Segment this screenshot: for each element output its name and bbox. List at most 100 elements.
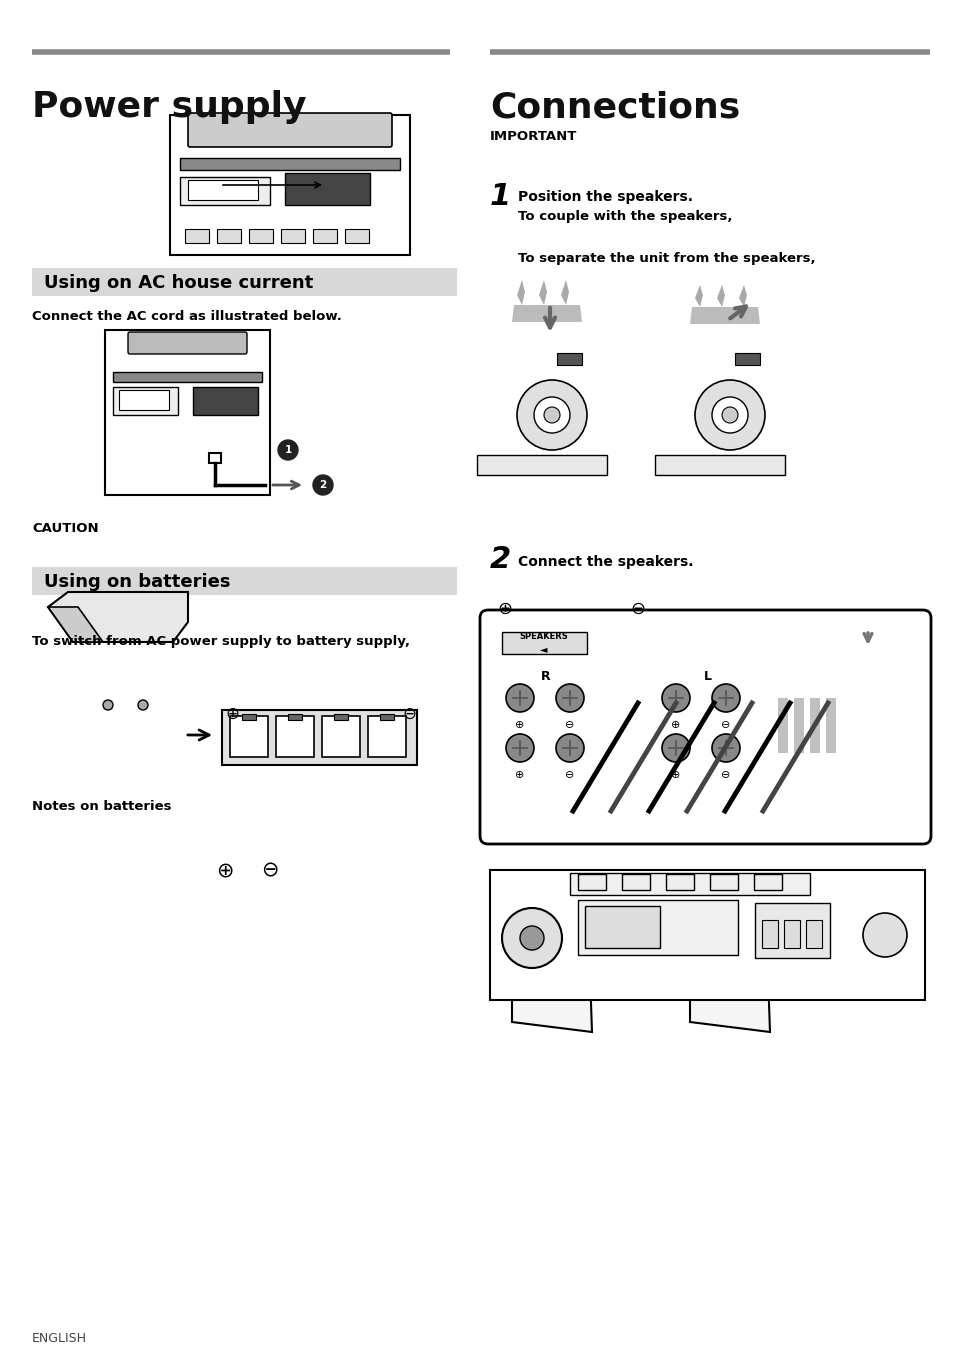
- Bar: [313, 228, 336, 243]
- Bar: [112, 372, 262, 383]
- Bar: [334, 714, 348, 721]
- Text: Connections: Connections: [490, 91, 740, 124]
- Bar: [170, 115, 410, 256]
- Text: ⊕: ⊕: [515, 721, 524, 730]
- Bar: [734, 353, 760, 365]
- Circle shape: [862, 913, 906, 957]
- Text: Power supply: Power supply: [32, 91, 306, 124]
- Bar: [275, 717, 314, 757]
- Bar: [368, 717, 406, 757]
- Bar: [188, 180, 257, 200]
- Bar: [119, 389, 169, 410]
- Bar: [778, 698, 787, 753]
- Text: ⊖: ⊖: [630, 600, 645, 618]
- Bar: [249, 228, 273, 243]
- Bar: [761, 919, 778, 948]
- Bar: [281, 228, 305, 243]
- Text: ⊖: ⊖: [261, 860, 278, 880]
- Text: 2: 2: [319, 480, 326, 489]
- Circle shape: [661, 684, 689, 713]
- Polygon shape: [739, 285, 746, 307]
- Circle shape: [556, 734, 583, 763]
- Circle shape: [711, 734, 740, 763]
- Bar: [753, 873, 781, 890]
- Polygon shape: [689, 307, 760, 324]
- Bar: [501, 631, 586, 654]
- Circle shape: [517, 380, 586, 450]
- Text: IMPORTANT: IMPORTANT: [490, 130, 577, 143]
- Circle shape: [501, 909, 561, 968]
- Bar: [665, 873, 693, 890]
- Bar: [809, 698, 820, 753]
- Circle shape: [505, 734, 534, 763]
- Text: Position the speakers.: Position the speakers.: [517, 191, 692, 204]
- Bar: [655, 456, 784, 475]
- Circle shape: [711, 397, 747, 433]
- Bar: [578, 873, 605, 890]
- Bar: [288, 714, 302, 721]
- Bar: [490, 869, 924, 1000]
- Circle shape: [103, 700, 112, 710]
- Text: ⊖: ⊖: [720, 721, 730, 730]
- Circle shape: [519, 926, 543, 950]
- Polygon shape: [512, 306, 581, 322]
- Polygon shape: [48, 592, 188, 642]
- Text: Connect the AC cord as illustrated below.: Connect the AC cord as illustrated below…: [32, 310, 341, 323]
- Text: ⊖: ⊖: [720, 771, 730, 780]
- Circle shape: [556, 684, 583, 713]
- Polygon shape: [560, 280, 568, 306]
- Text: Notes on batteries: Notes on batteries: [32, 800, 172, 813]
- Circle shape: [505, 684, 534, 713]
- Circle shape: [534, 397, 569, 433]
- Polygon shape: [695, 285, 702, 307]
- Bar: [242, 714, 255, 721]
- Bar: [180, 158, 399, 170]
- Text: ⊕: ⊕: [497, 600, 512, 618]
- Circle shape: [711, 684, 740, 713]
- Text: SPEAKERS: SPEAKERS: [519, 631, 568, 641]
- Bar: [793, 698, 803, 753]
- Bar: [180, 177, 270, 206]
- Bar: [285, 173, 370, 206]
- FancyBboxPatch shape: [188, 114, 392, 147]
- Text: ⊖: ⊖: [565, 771, 574, 780]
- Text: ⊖: ⊖: [565, 721, 574, 730]
- Polygon shape: [48, 607, 103, 642]
- Bar: [805, 919, 821, 948]
- Bar: [379, 714, 394, 721]
- Circle shape: [543, 407, 559, 423]
- Text: R: R: [540, 671, 550, 683]
- Text: Connect the speakers.: Connect the speakers.: [517, 556, 693, 569]
- Text: Using on AC house current: Using on AC house current: [44, 274, 313, 292]
- Circle shape: [138, 700, 148, 710]
- Bar: [754, 903, 829, 959]
- Bar: [32, 566, 456, 595]
- Text: ENGLISH: ENGLISH: [32, 1332, 87, 1345]
- Text: ⊕: ⊕: [515, 771, 524, 780]
- Circle shape: [661, 734, 689, 763]
- Bar: [222, 710, 416, 765]
- Text: ⊖: ⊖: [401, 704, 416, 723]
- Text: To separate the unit from the speakers,: To separate the unit from the speakers,: [517, 251, 815, 265]
- Bar: [185, 228, 209, 243]
- Bar: [112, 387, 178, 415]
- Bar: [322, 717, 359, 757]
- Text: ⊕: ⊕: [225, 704, 238, 723]
- Polygon shape: [517, 280, 524, 306]
- Bar: [584, 906, 659, 948]
- Text: 2: 2: [490, 545, 511, 575]
- Polygon shape: [689, 887, 769, 1032]
- Circle shape: [721, 407, 738, 423]
- Polygon shape: [512, 887, 592, 1032]
- Circle shape: [313, 475, 333, 495]
- Bar: [621, 873, 649, 890]
- Circle shape: [695, 380, 764, 450]
- Text: CAUTION: CAUTION: [32, 522, 98, 535]
- Text: 1: 1: [490, 183, 511, 211]
- Text: ⊕: ⊕: [216, 860, 233, 880]
- Bar: [476, 456, 606, 475]
- FancyBboxPatch shape: [128, 333, 247, 354]
- Bar: [216, 228, 241, 243]
- Bar: [193, 387, 257, 415]
- Text: ◄: ◄: [539, 644, 547, 654]
